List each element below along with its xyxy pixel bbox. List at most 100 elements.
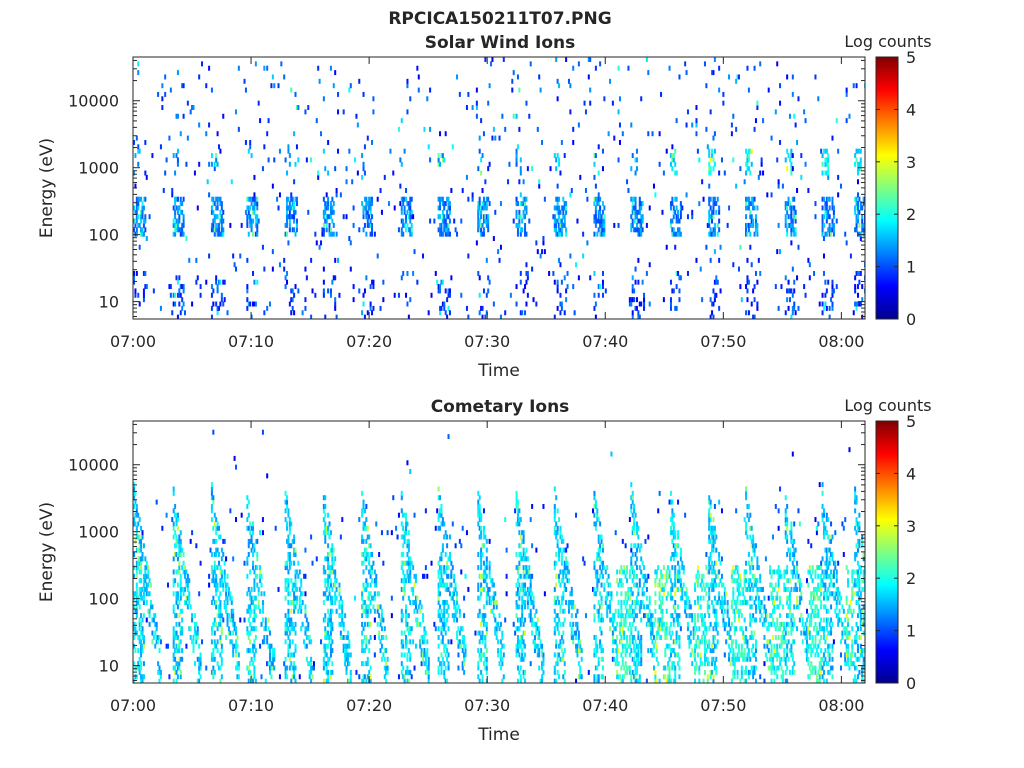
- spectrogram-cell: [831, 301, 834, 307]
- spectrogram-cell: [135, 591, 138, 597]
- spectrogram-cell: [579, 665, 582, 671]
- spectrogram-cell: [477, 661, 480, 667]
- spectrogram-cell: [790, 161, 793, 167]
- spectrogram-cell: [640, 569, 643, 575]
- spectrogram-cell: [422, 639, 425, 645]
- spectrogram-cell: [560, 279, 563, 285]
- spectrogram-cell: [137, 196, 140, 202]
- spectrogram-cell: [524, 573, 527, 579]
- spectrogram-cell: [859, 301, 862, 307]
- spectrogram-cell: [735, 183, 738, 189]
- spectrogram-cell: [179, 582, 182, 588]
- spectrogram-cell: [253, 192, 256, 198]
- spectrogram-cell: [293, 218, 296, 224]
- spectrogram-cell: [601, 279, 604, 285]
- spectrogram-cell: [596, 556, 599, 562]
- plot-area: [133, 57, 865, 319]
- spectrogram-cell: [346, 656, 349, 662]
- spectrogram-cell: [606, 595, 609, 601]
- spectrogram-cell: [830, 297, 833, 303]
- spectrogram-cell: [253, 174, 256, 180]
- spectrogram-cell: [487, 166, 490, 172]
- spectrogram-cell: [451, 144, 454, 150]
- spectrogram-cell: [482, 530, 485, 536]
- spectrogram-cell: [633, 661, 636, 667]
- spectrogram-cell: [556, 231, 559, 237]
- spectrogram-cell: [560, 301, 563, 307]
- spectrogram-cell: [485, 218, 488, 224]
- spectrogram-cell: [437, 517, 440, 523]
- spectrogram-cell: [454, 604, 457, 610]
- x-tick-label: 07:30: [464, 332, 510, 351]
- spectrogram-cell: [536, 249, 539, 255]
- spectrogram-cell: [362, 166, 365, 172]
- spectrogram-cell: [400, 643, 403, 649]
- spectrogram-cell: [610, 617, 613, 623]
- spectrogram-cell: [371, 552, 374, 557]
- spectrogram-cell: [713, 231, 716, 237]
- spectrogram-cell: [821, 196, 824, 202]
- spectrogram-cell: [440, 196, 443, 202]
- spectrogram-cell: [532, 604, 535, 610]
- spectrogram-cell: [856, 218, 859, 224]
- spectrogram-cell: [481, 634, 484, 640]
- spectrogram-cell: [484, 656, 487, 662]
- spectrogram-cell: [538, 634, 541, 640]
- spectrogram-cell: [584, 613, 587, 619]
- spectrogram-cell: [858, 196, 861, 202]
- spectrogram-cell: [709, 231, 712, 237]
- spectrogram-cell: [532, 639, 535, 645]
- spectrogram-cell: [443, 648, 446, 654]
- spectrogram-cell: [855, 196, 858, 202]
- spectrogram-cell: [516, 231, 519, 237]
- spectrogram-cell: [480, 552, 483, 557]
- spectrogram-cell: [172, 656, 175, 662]
- spectrogram-cell: [491, 595, 494, 601]
- spectrogram-cell: [271, 665, 274, 671]
- spectrogram-cell: [747, 205, 750, 211]
- spectrogram-cell: [144, 270, 147, 276]
- spectrogram-cell: [482, 231, 485, 237]
- spectrogram-cell: [140, 591, 143, 597]
- spectrogram-cell: [329, 582, 332, 588]
- spectrogram-cell: [246, 495, 249, 501]
- spectrogram-cell: [278, 148, 281, 154]
- spectrogram-cell: [383, 174, 386, 180]
- spectrogram-cell: [487, 288, 490, 294]
- spectrogram-cell: [339, 534, 342, 540]
- spectrogram-cell: [746, 288, 749, 294]
- spectrogram-cell: [845, 240, 848, 246]
- spectrogram-cell: [222, 552, 225, 557]
- spectrogram-cell: [290, 196, 293, 202]
- spectrogram-cell: [293, 595, 296, 601]
- spectrogram-cell: [439, 288, 442, 294]
- spectrogram-cell: [762, 118, 765, 124]
- spectrogram-cell: [599, 604, 602, 610]
- spectrogram-cell: [361, 643, 364, 649]
- spectrogram-cell: [640, 301, 643, 307]
- spectrogram-cell: [327, 205, 330, 211]
- spectrogram-cell: [525, 279, 528, 285]
- spectrogram-cell: [439, 227, 442, 233]
- spectrogram-cell: [284, 508, 287, 514]
- spectrogram-cell: [229, 617, 232, 623]
- spectrogram-cell: [371, 139, 374, 145]
- panel-title: Cometary Ions: [431, 397, 570, 417]
- spectrogram-cell: [630, 122, 633, 128]
- spectrogram-cell: [633, 600, 636, 605]
- spectrogram-cell: [477, 201, 480, 207]
- spectrogram-cell: [593, 270, 596, 276]
- spectrogram-cell: [786, 227, 789, 233]
- spectrogram-cell: [556, 201, 559, 207]
- spectrogram-cell: [477, 218, 480, 224]
- spectrogram-cell: [162, 188, 165, 193]
- spectrogram-cell: [858, 148, 861, 154]
- spectrogram-cell: [675, 652, 678, 658]
- spectrogram-cell: [643, 565, 646, 571]
- spectrogram-cell: [779, 249, 782, 255]
- spectrogram-cell: [426, 639, 429, 645]
- spectrogram-cell: [210, 565, 213, 571]
- spectrogram-cell: [406, 521, 409, 527]
- spectrogram-cell: [332, 209, 335, 215]
- spectrogram-cell: [441, 157, 444, 163]
